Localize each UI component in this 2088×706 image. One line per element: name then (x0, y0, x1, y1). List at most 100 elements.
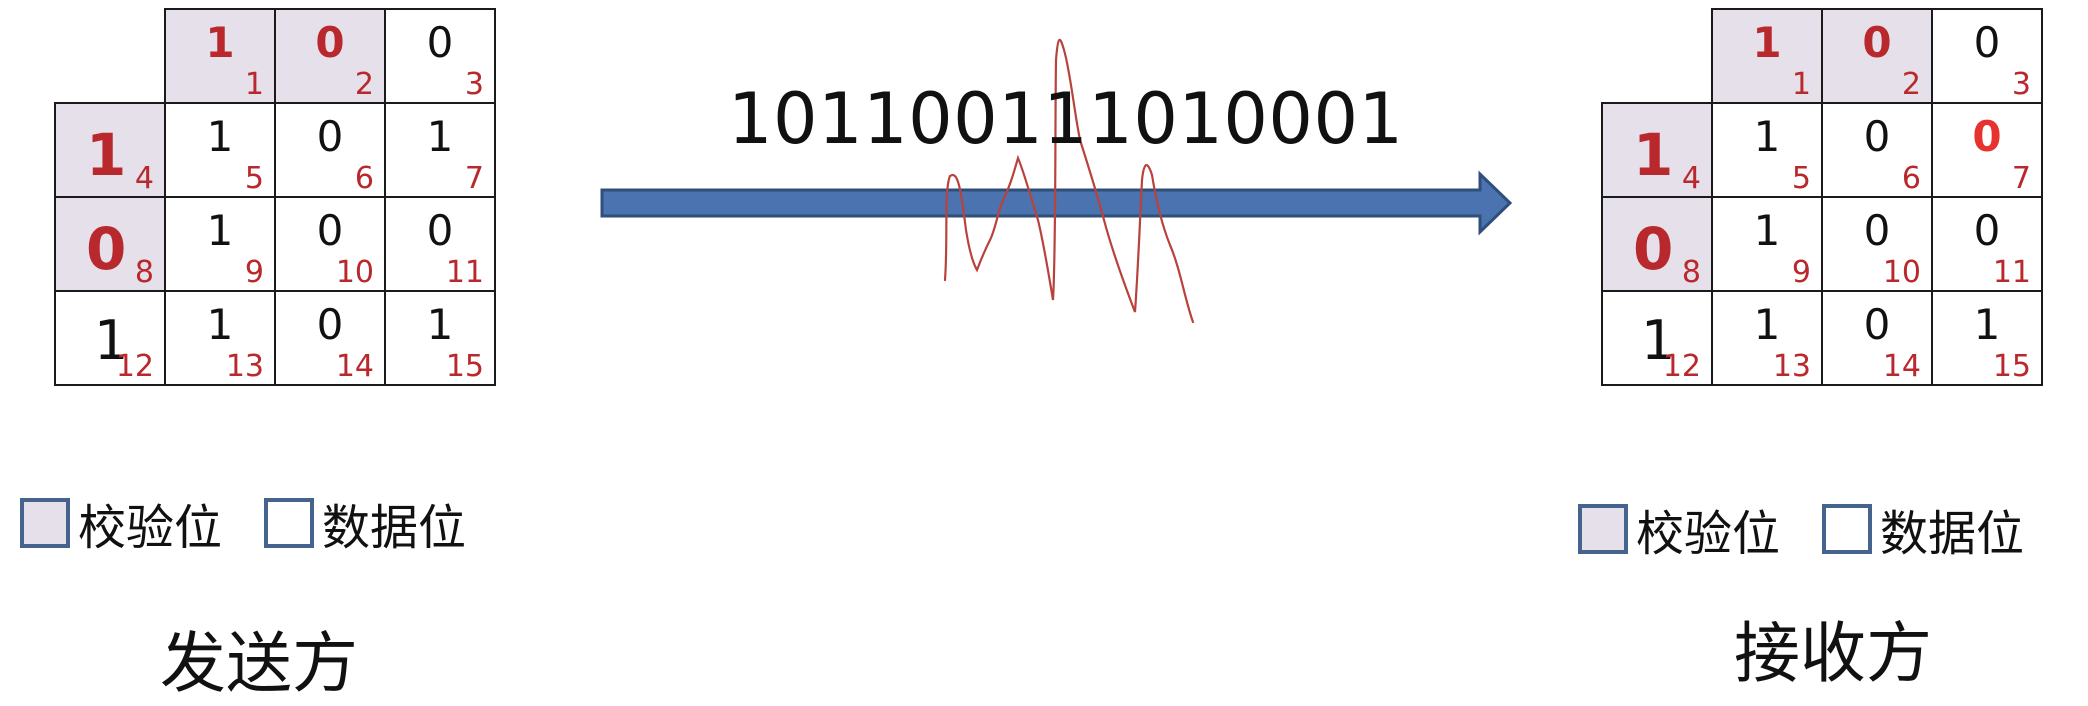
bit-value: 0 (1973, 206, 2001, 255)
bit-index: 9 (1791, 255, 1811, 290)
bit-value: 1 (206, 300, 234, 349)
bit-index: 6 (1901, 161, 1921, 196)
data-cell: 0 10 (1821, 196, 1933, 292)
bit-value: 0 (316, 206, 344, 255)
bit-value: 0 (316, 112, 344, 161)
bit-index: 10 (335, 255, 374, 290)
data-legend-label: 数据位 (322, 500, 467, 556)
data-cell: 0 14 (274, 290, 386, 386)
data-cell: 1 15 (1931, 290, 2043, 386)
bit-value: 1 (1641, 309, 1676, 372)
data-swatch (1822, 504, 1873, 554)
bit-value: 0 (1863, 112, 1891, 161)
bit-value: 0 (1863, 300, 1891, 349)
bit-value: 1 (205, 18, 235, 67)
data-cell: 1 12 (54, 290, 166, 386)
bit-index: 10 (1882, 255, 1921, 290)
bit-index: 1 (1791, 67, 1811, 102)
bit-value: 1 (1753, 206, 1781, 255)
bit-index: 7 (2011, 161, 2031, 196)
parity-swatch (1578, 504, 1628, 554)
bit-index: 14 (1882, 349, 1921, 384)
bit-value: 1 (86, 121, 127, 189)
bit-index: 12 (1662, 349, 1701, 384)
bit-index: 14 (335, 349, 374, 384)
data-cell: 1 15 (384, 290, 496, 386)
bit-value: 0 (316, 300, 344, 349)
receiver-caption: 接收方 (1734, 615, 1932, 692)
sender-caption: 发送方 (160, 625, 358, 702)
bit-index: 15 (1992, 349, 2031, 384)
bit-index: 15 (445, 349, 484, 384)
bit-index: 8 (1681, 255, 1701, 290)
bit-value: 1 (206, 206, 234, 255)
data-cell: 0 11 (384, 196, 496, 292)
bit-value: 0 (1633, 215, 1674, 283)
bit-index: 3 (464, 67, 484, 102)
bit-index: 4 (134, 161, 154, 196)
data-swatch (264, 498, 315, 548)
bit-index: 6 (354, 161, 374, 196)
data-legend-label: 数据位 (1880, 506, 2025, 562)
bit-index: 9 (244, 255, 264, 290)
bit-index: 2 (354, 67, 374, 102)
bit-index: 7 (464, 161, 484, 196)
bit-index: 12 (115, 349, 154, 384)
data-cell: 1 13 (164, 290, 276, 386)
data-cell: 0 11 (1931, 196, 2043, 292)
bit-index: 2 (1901, 67, 1921, 102)
bit-index: 5 (1791, 161, 1811, 196)
bit-value: 0 (86, 215, 127, 283)
bit-index: 3 (2011, 67, 2031, 102)
data-cell: 0 14 (1821, 290, 1933, 386)
bit-value: 1 (426, 300, 454, 349)
bit-value: 0 (1862, 18, 1892, 67)
bit-value: 1 (94, 309, 129, 372)
bit-index: 8 (134, 255, 154, 290)
data-cell: 0 10 (274, 196, 386, 292)
bit-value: 0 (426, 18, 454, 67)
data-cell: 1 12 (1601, 290, 1713, 386)
sender-legend: 校验位 数据位 (20, 488, 508, 558)
noise-waveform (943, 38, 1195, 324)
receiver-legend: 校验位 数据位 (1578, 494, 2066, 564)
bit-value: 1 (1973, 300, 2001, 349)
bit-value: 1 (1753, 112, 1781, 161)
bit-index: 4 (1681, 161, 1701, 196)
bit-value: 0 (1973, 18, 2001, 67)
bit-value: 1 (1753, 300, 1781, 349)
parity-legend-label: 校验位 (78, 500, 223, 556)
bit-value: 0 (1863, 206, 1891, 255)
bit-index: 11 (1992, 255, 2031, 290)
bit-value: 0 (1972, 112, 2002, 161)
bit-index: 11 (445, 255, 484, 290)
bit-value: 0 (315, 18, 345, 67)
bit-index: 1 (244, 67, 264, 102)
bit-index: 13 (1772, 349, 1811, 384)
bit-value: 1 (426, 112, 454, 161)
bit-index: 13 (225, 349, 264, 384)
parity-swatch (20, 498, 70, 548)
data-cell: 1 13 (1711, 290, 1823, 386)
bit-index: 5 (244, 161, 264, 196)
transmitted-bitstring: 101100111010001 (728, 78, 1404, 160)
bit-value: 1 (206, 112, 234, 161)
bit-value: 0 (426, 206, 454, 255)
bit-value: 1 (1633, 121, 1674, 189)
bit-value: 1 (1752, 18, 1782, 67)
